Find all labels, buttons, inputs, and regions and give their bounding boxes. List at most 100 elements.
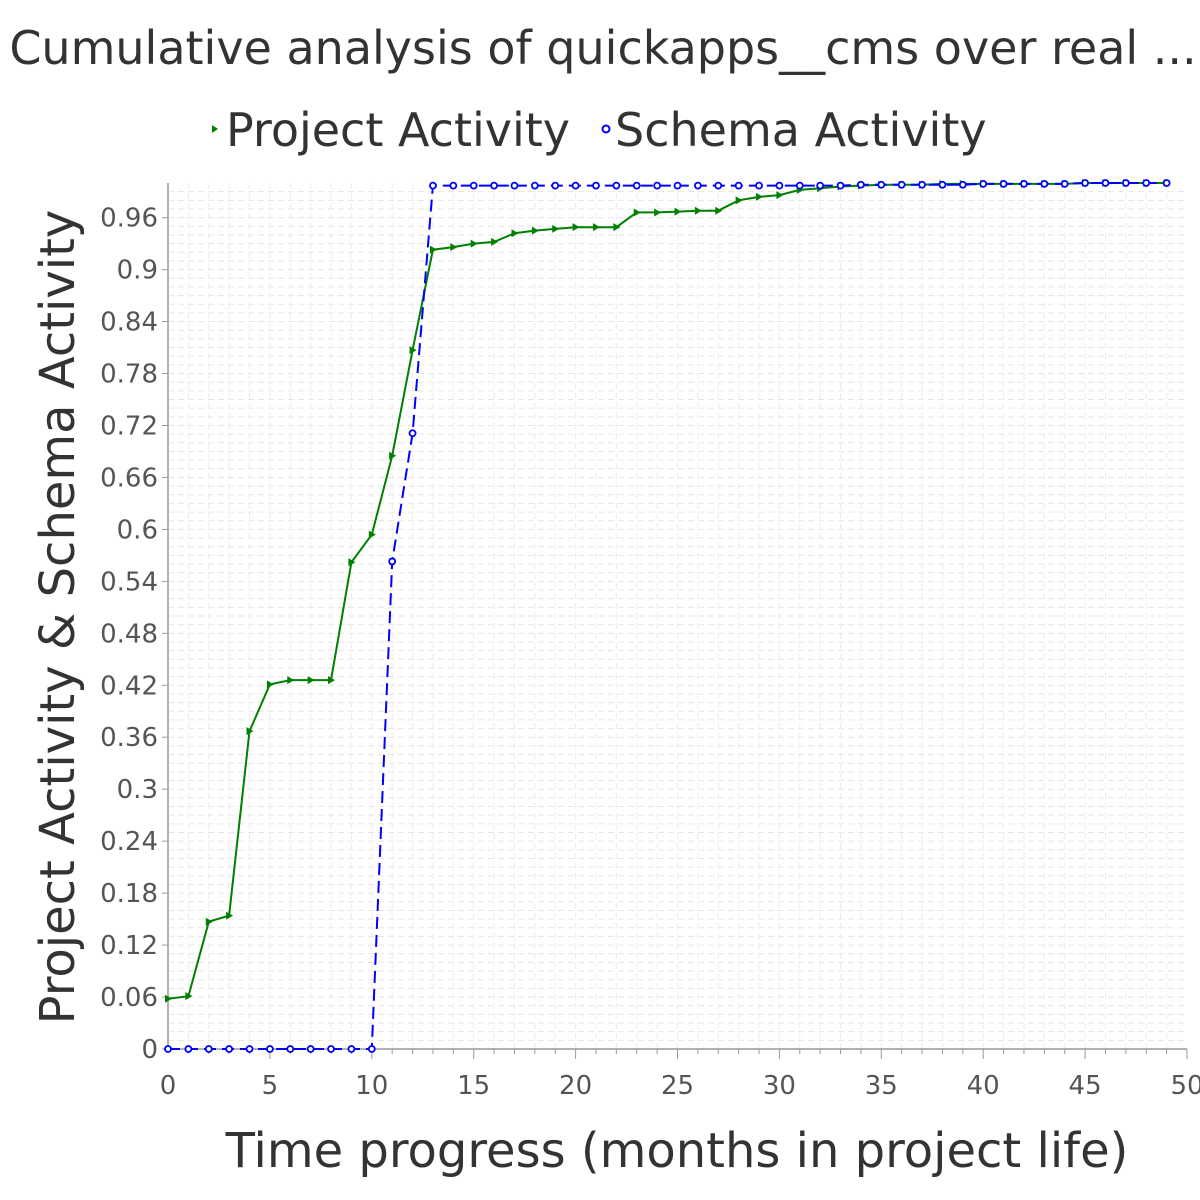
data-point: [715, 206, 723, 215]
series-line: [168, 182, 1167, 1050]
x-tick-label: 15: [457, 1071, 490, 1101]
data-point: [245, 1045, 254, 1053]
chart-title: Cumulative analysis of quickapps__cms ov…: [9, 21, 1196, 75]
data-point: [491, 237, 499, 246]
data-point: [592, 223, 600, 232]
data-point: [897, 180, 906, 189]
data-point: [470, 239, 478, 248]
data-point: [367, 1045, 376, 1053]
data-point: [328, 676, 336, 685]
y-tick-label: 0.18: [100, 879, 158, 909]
y-tick-label: 0.3: [117, 775, 158, 805]
series-schema-activity: [164, 179, 1171, 1053]
x-ticks: 0 5 10 15 20 25 30 35 40 45 50: [160, 1049, 1200, 1101]
legend-item-schema-activity: Schema Activity: [601, 103, 987, 157]
y-tick-label: 0.96: [100, 204, 158, 234]
data-point: [510, 181, 519, 190]
data-point: [388, 557, 397, 566]
data-point: [572, 223, 580, 232]
data-point: [857, 180, 865, 189]
y-tick-label: 0.12: [100, 931, 158, 961]
data-point: [552, 224, 560, 233]
data-point: [450, 243, 458, 252]
data-point: [511, 229, 519, 238]
data-point: [225, 1045, 234, 1053]
data-point: [653, 181, 662, 190]
data-point: [449, 181, 458, 190]
data-point: [531, 226, 539, 235]
y-tick-label: 0.6: [117, 515, 158, 545]
y-ticks: 0 0.06 0.12 0.18 0.24 0.3 0.36 0.42 0.48 0.54 0.6 0…: [100, 204, 168, 1065]
data-point: [776, 191, 784, 200]
x-axis-label: Time progress (months in project life): [225, 1123, 1129, 1179]
data-point: [816, 181, 825, 190]
data-point: [1121, 179, 1130, 187]
data-point: [979, 179, 988, 188]
data-point: [530, 181, 539, 190]
data-point: [1142, 179, 1151, 187]
legend: Project Activity Schema Activity: [212, 103, 987, 157]
data-point: [429, 245, 437, 254]
data-point: [164, 1045, 172, 1053]
y-tick-label: 0.36: [100, 723, 158, 753]
data-point: [694, 206, 702, 215]
data-point: [306, 1045, 315, 1053]
x-tick-label: 45: [1069, 1071, 1102, 1101]
data-point: [775, 181, 784, 190]
grid: [168, 183, 1187, 1049]
data-point: [734, 181, 743, 190]
y-tick-label: 0.84: [100, 308, 158, 338]
series-layer: [164, 179, 1171, 1053]
data-point: [592, 181, 600, 190]
x-tick-label: 40: [967, 1071, 1000, 1101]
data-point: [409, 346, 417, 355]
data-point: [205, 917, 213, 926]
data-point: [204, 1045, 213, 1053]
data-point: [1060, 179, 1069, 188]
data-point: [551, 181, 560, 190]
data-point: [307, 676, 315, 685]
x-tick-label: 50: [1170, 1071, 1200, 1101]
x-tick-label: 35: [865, 1071, 898, 1101]
x-tick-label: 0: [160, 1071, 177, 1101]
data-point: [368, 530, 376, 539]
data-point: [612, 181, 621, 190]
data-point: [469, 181, 478, 190]
data-point: [571, 181, 580, 190]
y-tick-label: 0.72: [100, 411, 158, 441]
data-point: [1101, 179, 1110, 187]
x-tick-label: 10: [355, 1071, 388, 1101]
y-tick-label: 0.42: [100, 671, 158, 701]
data-point: [226, 911, 234, 920]
y-axis-label: Project Activity & Schema Activity: [30, 210, 86, 1025]
y-tick-label: 0.24: [100, 827, 158, 857]
data-point: [999, 179, 1008, 188]
y-tick-label: 0.66: [100, 463, 158, 493]
data-point: [490, 181, 498, 190]
data-point: [348, 558, 356, 567]
data-point: [185, 992, 193, 1001]
data-point: [714, 181, 723, 190]
y-tick-label: 0.54: [100, 567, 158, 597]
data-point: [693, 181, 702, 190]
data-point: [165, 994, 172, 1003]
data-point: [408, 429, 417, 438]
series-line: [167, 182, 1167, 1000]
y-tick-label: 0.78: [100, 360, 158, 390]
data-point: [265, 1045, 274, 1053]
data-point: [286, 1045, 295, 1053]
legend-label-schema-activity: Schema Activity: [615, 103, 987, 157]
legend-marker-project-activity: [212, 125, 218, 133]
y-tick-label: 0.9: [117, 256, 158, 286]
data-point: [327, 1045, 335, 1053]
x-tick-label: 5: [262, 1071, 279, 1101]
legend-label-project-activity: Project Activity: [226, 103, 570, 157]
data-point: [673, 181, 682, 190]
data-point: [735, 196, 743, 205]
data-point: [613, 223, 621, 232]
data-point: [938, 180, 947, 189]
data-point: [755, 181, 763, 190]
data-point: [877, 180, 886, 189]
x-tick-label: 30: [763, 1071, 796, 1101]
